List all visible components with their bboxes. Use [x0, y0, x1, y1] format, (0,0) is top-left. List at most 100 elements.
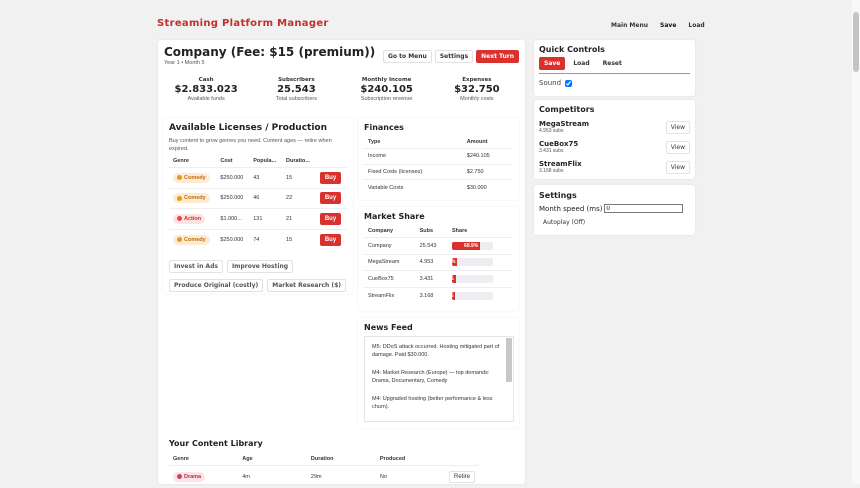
company-subtitle: Year 1 • Month 5 — [164, 60, 205, 66]
license-actions: Invest in Ads Improve Hosting Produce Or… — [169, 260, 349, 292]
buy-button[interactable]: Buy — [319, 192, 342, 205]
section-title: Your Content Library — [169, 439, 263, 448]
genre-badge: Comedy — [173, 172, 210, 183]
genre: Action — [184, 215, 202, 222]
licenses-panel: Available Licenses / Production Buy cont… — [163, 118, 353, 294]
element: Type Amount — [364, 136, 512, 149]
genre: Comedy — [184, 236, 206, 243]
competitor-subs: 3.431 subs — [539, 148, 564, 154]
stat-value: $2.833.023 — [174, 84, 238, 95]
license-row: Comedy $250.000 43 15 Buy — [169, 167, 347, 188]
element: MegaStream 4.953 subs View CueBox75 3.431 su… — [539, 117, 690, 177]
sound-checkbox[interactable] — [565, 79, 573, 87]
genre-badge: Drama — [173, 471, 206, 482]
stat: Cash $2.833.023 Available funds — [161, 77, 251, 102]
cell: Comedy — [169, 228, 217, 250]
company-title: Company (Fee: $15 (premium)) — [164, 45, 376, 59]
view-button[interactable]: View — [665, 140, 690, 154]
button[interactable]: Settings — [434, 50, 474, 63]
cell: $250.000 — [216, 228, 250, 250]
cell: $250.000 — [216, 167, 250, 188]
column-header: Duration — [310, 456, 334, 462]
button[interactable]: Invest in Ads — [169, 260, 223, 273]
genre-icon — [177, 216, 182, 222]
button[interactable]: Produce Original (costly) — [169, 279, 264, 292]
button[interactable]: Next Turn — [476, 50, 519, 63]
cell: Company — [364, 237, 416, 254]
news-item: M4: Upgraded hosting (better performance… — [372, 396, 493, 410]
news-item: M4: Market Research (Europe) — top deman… — [372, 370, 490, 384]
section-title: Available Licenses / Production — [169, 123, 328, 133]
stat: Expenses $32.750 Monthly costs — [432, 77, 522, 102]
license-row: Comedy $250.000 46 22 Buy — [169, 187, 347, 209]
licenses-table: Genre Cost Popula... Duratio... Comedy $250.… — [169, 155, 347, 250]
autoplay-button[interactable]: Autoplay (Off) — [543, 219, 586, 226]
finance-row: Variable Costs $30.000 — [364, 179, 512, 195]
cell: 15 — [282, 228, 316, 250]
element: Comedy $250.000 43 15 Buy Comedy $250.000 46 22 B… — [169, 167, 347, 250]
cell: 13.4% — [448, 253, 512, 271]
cell: 3.431 — [415, 270, 448, 287]
button[interactable]: Go to Menu — [383, 50, 432, 63]
column-header: Genre — [173, 456, 189, 462]
share-label: 13.4% — [452, 259, 455, 265]
share-bar: 9.2% — [452, 274, 493, 283]
genre-icon — [177, 237, 182, 242]
share-bar: 8.5% — [452, 291, 493, 300]
scrollbar[interactable] — [506, 338, 512, 382]
button[interactable]: Load — [573, 60, 590, 67]
nav-button[interactable]: Save — [660, 22, 677, 29]
cell: 25.543 — [415, 237, 448, 254]
column-header: Company — [368, 228, 394, 234]
stat-value: 25.543 — [277, 84, 316, 95]
element: Drama — [169, 465, 239, 488]
competitor: StreamFlix 3.168 subs View — [539, 157, 690, 177]
buy-button[interactable]: Buy — [319, 212, 342, 225]
scrollbar-thumb[interactable] — [853, 12, 859, 72]
button[interactable]: Save — [539, 57, 566, 70]
retire-button[interactable]: Retire — [448, 470, 475, 483]
cell: 22 — [282, 187, 316, 209]
competitor-name: MegaStream — [539, 120, 590, 128]
finances-table: Type Amount Income $240.105 Fixed Costs (li… — [364, 136, 512, 195]
month-speed-label: Month speed (ms) — [539, 204, 603, 213]
button[interactable]: Improve Hosting — [226, 260, 294, 273]
button[interactable]: Reset — [602, 60, 622, 67]
competitor: MegaStream 4.953 subs View — [539, 117, 690, 137]
stat-label: Cash — [198, 77, 214, 83]
element: Company Subs Share — [364, 225, 512, 238]
cell: MegaStream — [364, 253, 416, 271]
cell: $250.000 — [216, 187, 250, 209]
element: Genre Cost Popula... Duratio... — [169, 155, 347, 168]
library-table: Genre Age Duration Produced Drama 4m 29m No… — [169, 453, 479, 488]
column-header: Type — [368, 139, 381, 145]
buy-button[interactable]: Buy — [319, 171, 342, 184]
element: Genre Cost Popula... Duratio... — [169, 155, 347, 168]
column-header: Popula... — [253, 158, 277, 164]
button[interactable]: Market Research ($) — [267, 279, 347, 292]
buy-button[interactable]: Buy — [319, 233, 342, 246]
column-header: Age — [242, 456, 253, 462]
genre-icon — [177, 175, 182, 181]
stat-label: Subscribers — [278, 77, 315, 83]
stat-value: $240.105 — [360, 84, 413, 95]
nav-button[interactable]: Load — [688, 22, 705, 29]
cell: $30.000 — [462, 179, 512, 195]
month-speed-input[interactable] — [604, 204, 684, 213]
nav: Main Menu Save Load — [606, 19, 710, 32]
cell: $1.000... — [216, 208, 250, 229]
share-fill: 13.4% — [452, 258, 458, 267]
license-row: Action $1.000... 131 21 Buy — [169, 208, 347, 229]
nav-button[interactable]: Main Menu — [611, 22, 649, 29]
cell: Buy — [315, 208, 347, 229]
stats-row: Cash $2.833.023 Available funds Subscribers… — [161, 77, 522, 102]
scrollbar-track — [852, 0, 860, 484]
section-title: Market Share — [364, 212, 425, 221]
share-bar: 13.4% — [452, 258, 493, 267]
month-speed-row: Month speed (ms) — [539, 204, 684, 213]
view-button[interactable]: View — [665, 120, 690, 134]
view-button[interactable]: View — [665, 160, 690, 174]
